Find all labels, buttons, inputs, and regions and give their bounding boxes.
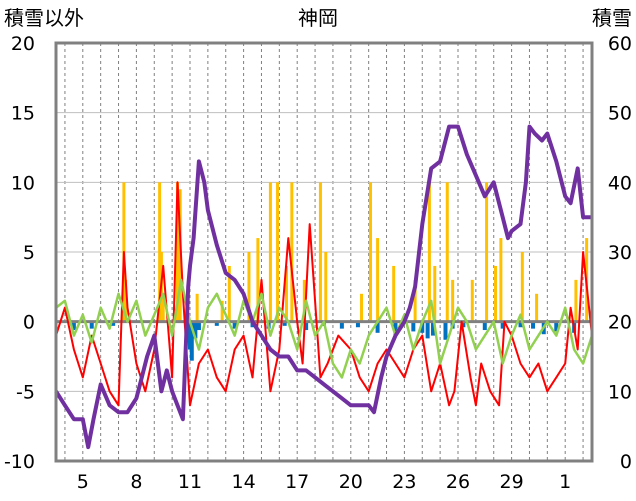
x-tick-label: 17 xyxy=(285,471,309,493)
x-tick-label: 8 xyxy=(130,471,142,493)
x-tick-label: 23 xyxy=(392,471,416,493)
min-temp-line xyxy=(55,278,594,379)
right-axis-ticks: 60 50 40 30 20 10 0 xyxy=(608,33,632,473)
snow-change-bar xyxy=(430,321,435,336)
precipitation-bar xyxy=(574,279,578,322)
precipitation-bar xyxy=(485,182,489,322)
x-tick-label: 5 xyxy=(77,471,89,493)
left-tick-label: 15 xyxy=(11,103,35,125)
precipitation-bar xyxy=(284,265,288,322)
snow-change-bar xyxy=(193,321,198,339)
snow-change-bar xyxy=(89,321,94,329)
precipitation-bar xyxy=(324,252,328,322)
min-temp-series xyxy=(55,278,594,379)
left-tick-label: 5 xyxy=(23,242,35,264)
snow-change-bar xyxy=(355,321,360,328)
snow-change-bar xyxy=(443,321,448,340)
left-tick-label: 10 xyxy=(11,172,35,194)
snow-change-bar xyxy=(232,321,237,329)
right-tick-label: 60 xyxy=(608,33,632,55)
left-tick-label: -10 xyxy=(4,451,35,473)
precipitation-bar xyxy=(427,182,431,322)
snow-change-bar xyxy=(339,321,344,329)
snow-change-bar xyxy=(71,321,76,331)
snow-depth-line xyxy=(54,124,592,450)
x-tick-label: 11 xyxy=(178,471,202,493)
snow-change-bar xyxy=(482,321,487,331)
precipitation-bar xyxy=(256,238,260,322)
max-temp-line xyxy=(55,181,593,407)
precipitation-bar xyxy=(227,265,231,322)
snow-change-bar xyxy=(425,321,430,339)
x-axis-ticks: 5 8 11 14 17 20 23 26 29 1 xyxy=(77,471,571,493)
precipitation-bar xyxy=(220,300,224,322)
right-tick-label: 40 xyxy=(608,172,632,194)
snow-depth-series xyxy=(54,124,592,450)
right-tick-label: 50 xyxy=(608,103,632,125)
snow-change-bar xyxy=(554,321,559,332)
snow-change-bar xyxy=(393,321,398,336)
precipitation-bar xyxy=(195,293,199,322)
precipitation-bar xyxy=(413,279,417,322)
precipitation-bar xyxy=(360,293,364,322)
left-tick-label: -5 xyxy=(16,381,35,403)
precipitation-bar xyxy=(290,182,294,322)
precipitation-bar xyxy=(520,252,524,322)
plot-frame xyxy=(54,41,594,463)
precipitation-bar xyxy=(268,182,272,322)
precipitation-bar xyxy=(368,182,372,322)
precipitation-bar xyxy=(318,182,322,322)
snow-change-bar xyxy=(420,321,425,333)
x-tick-label: 1 xyxy=(559,471,571,493)
snow-change-bar xyxy=(196,321,201,331)
snow-change-bar xyxy=(375,321,380,333)
right-tick-label: 20 xyxy=(608,312,632,334)
snow-change-bar xyxy=(282,321,287,326)
precipitation-bar xyxy=(158,182,162,322)
precipitation-bar xyxy=(499,238,503,322)
snow-change-bar xyxy=(461,321,466,328)
precipitation-bar xyxy=(175,182,179,322)
x-tick-label: 29 xyxy=(500,471,524,493)
precipitation-bar xyxy=(470,279,474,322)
right-tick-label: 30 xyxy=(608,242,632,264)
precipitation-bar xyxy=(535,293,539,322)
precipitation-bar xyxy=(494,265,498,322)
right-axis-label: 積雪 xyxy=(592,6,632,30)
precipitation-bar xyxy=(376,238,380,322)
snow-change-bar xyxy=(411,321,416,332)
precipitation-bar xyxy=(124,279,128,322)
left-axis-ticks: 20 15 10 5 0 -5 -10 xyxy=(4,33,35,473)
snow-change-bar xyxy=(304,321,309,331)
max-temp-series xyxy=(55,181,593,407)
snow-change-bar xyxy=(518,321,523,328)
left-tick-label: 0 xyxy=(23,312,35,334)
precipitation-bar xyxy=(392,265,396,322)
x-tick-label: 20 xyxy=(339,471,363,493)
x-tick-label: 26 xyxy=(446,471,470,493)
right-tick-label: 10 xyxy=(608,381,632,403)
precipitation-bar xyxy=(276,182,280,322)
right-tick-label: 0 xyxy=(620,451,632,473)
chart-title: 神岡 xyxy=(298,6,338,30)
left-axis-label: 積雪以外 xyxy=(4,6,84,30)
snow-change-bar xyxy=(500,321,505,329)
precipitation-bar xyxy=(302,279,306,322)
precipitation-bar xyxy=(433,265,437,322)
snow-change-bar xyxy=(531,321,536,329)
snow-change-bar xyxy=(214,321,219,326)
x-tick-label: 14 xyxy=(232,471,256,493)
snow-change-bar xyxy=(111,321,116,326)
precipitation-bar xyxy=(247,252,251,322)
snow-change-bar xyxy=(189,321,194,361)
precipitation-bar xyxy=(445,182,449,322)
precipitation-bars xyxy=(122,182,589,322)
precipitation-bar xyxy=(161,293,165,322)
left-tick-label: 20 xyxy=(11,33,35,55)
precipitation-bar xyxy=(451,279,455,322)
